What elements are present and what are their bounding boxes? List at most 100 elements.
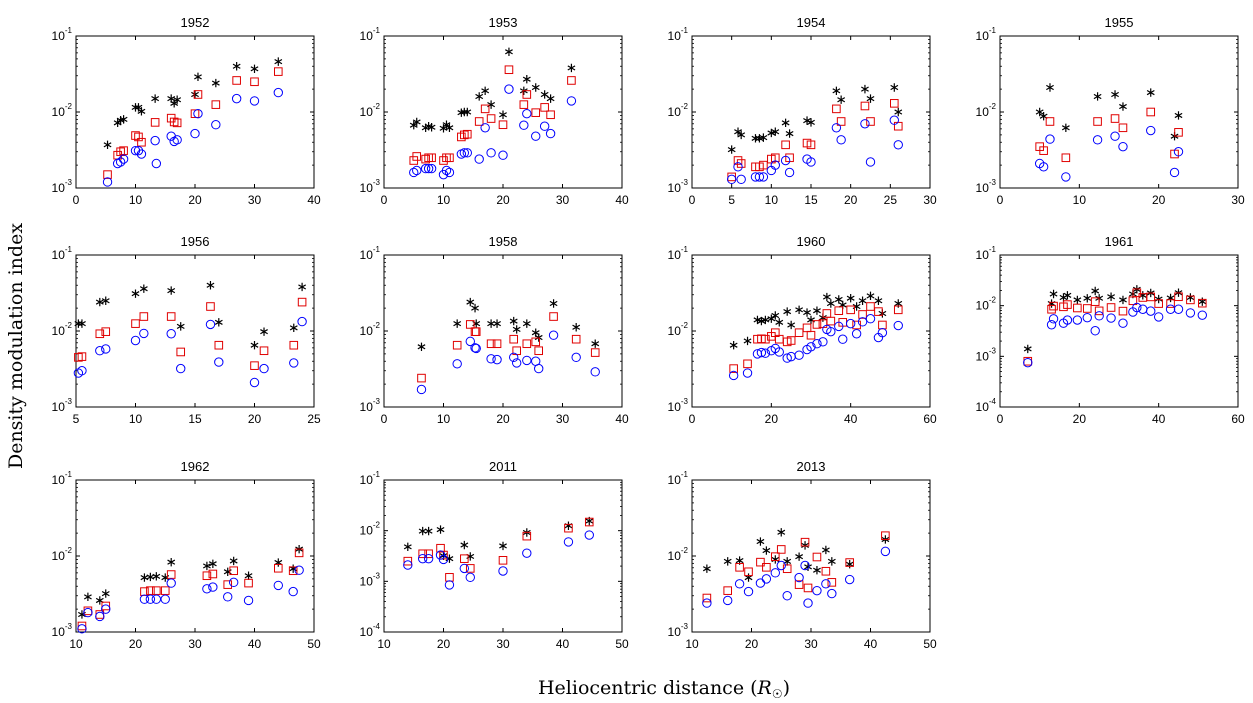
point-square [442, 153, 451, 163]
x-axis-label-subscript: ☉ [772, 687, 783, 701]
point-circle [736, 174, 746, 185]
x-tick-label: 40 [307, 193, 321, 207]
point-square [294, 548, 304, 558]
point-asterisk [232, 62, 241, 71]
point-asterisk [861, 84, 869, 94]
x-tick-label: 20 [496, 193, 510, 207]
point-square [1047, 304, 1056, 314]
point-square [1093, 117, 1102, 126]
point-asterisk [1107, 292, 1116, 301]
point-square [480, 104, 490, 114]
point-circle [865, 314, 876, 324]
point-square [1090, 297, 1100, 306]
point-square [1049, 301, 1058, 311]
point-asterisk [194, 72, 202, 82]
point-square [417, 373, 426, 383]
x-tick-label: 50 [615, 637, 629, 651]
point-square [492, 339, 502, 349]
point-asterisk [427, 123, 436, 132]
point-circle [273, 87, 283, 98]
point-square [812, 552, 822, 562]
panel-title: 2011 [489, 459, 517, 474]
point-asterisk [475, 92, 484, 101]
panel-title: 1961 [1105, 234, 1134, 249]
point-asterisk [813, 306, 821, 315]
y-tick-label: 10-1 [668, 470, 689, 487]
point-circle [1138, 304, 1148, 314]
panel-title: 1955 [1105, 15, 1134, 30]
point-square [457, 132, 466, 142]
point-circle [519, 120, 529, 130]
point-circle [294, 565, 304, 575]
point-circle [836, 135, 846, 145]
point-circle [754, 172, 765, 182]
point-square [465, 320, 475, 329]
x-tick-label: 15 [804, 193, 818, 207]
point-circle [893, 140, 903, 150]
y-tick-label: 10-3 [52, 622, 73, 639]
point-circle [416, 384, 427, 395]
point-circle [1090, 326, 1100, 336]
x-tick-label: 0 [73, 193, 80, 207]
point-circle [139, 328, 149, 339]
point-square [531, 108, 541, 117]
point-square [893, 121, 903, 131]
point-circle [145, 594, 156, 604]
point-circle [211, 120, 221, 130]
point-circle [818, 337, 828, 347]
point-circle [441, 165, 452, 176]
point-asterisk [546, 94, 555, 103]
point-circle [806, 157, 816, 167]
point-asterisk [211, 78, 220, 88]
point-square [1039, 146, 1048, 155]
point-asterisk [813, 566, 821, 575]
point-asterisk [751, 134, 760, 143]
y-tick-label: 10-3 [668, 397, 689, 414]
point-asterisk [807, 118, 815, 127]
point-asterisk [834, 295, 843, 304]
point-square [806, 330, 816, 340]
point-asterisk [244, 571, 253, 580]
point-circle [838, 334, 848, 344]
point-circle [412, 165, 422, 176]
point-circle [889, 115, 899, 125]
point-asterisk [74, 319, 83, 328]
point-circle [444, 580, 455, 590]
point-asterisk [499, 541, 507, 551]
point-circle [77, 624, 87, 634]
point-asterisk [436, 525, 445, 534]
point-asterisk [734, 127, 742, 136]
y-tick-label: 10-1 [668, 26, 689, 43]
point-square [727, 172, 736, 182]
point-asterisk [803, 308, 811, 317]
point-asterisk [167, 557, 176, 567]
x-tick-label: 20 [496, 412, 510, 426]
point-square [756, 557, 765, 567]
point-square [208, 569, 218, 579]
point-circle [176, 363, 186, 374]
point-square [160, 586, 170, 595]
point-square [95, 329, 105, 339]
point-circle [166, 578, 176, 588]
panel-1954: 1954 0 5 10 15 20 25 30 10-3 10-2 10-1 [668, 15, 937, 207]
point-circle [774, 347, 784, 357]
point-square [421, 154, 430, 164]
x-tick-label: 10 [129, 193, 143, 207]
point-circle [423, 163, 434, 174]
point-asterisk [445, 123, 454, 132]
point-square [736, 159, 746, 168]
point-circle [831, 123, 842, 133]
point-square [812, 320, 822, 329]
point-square [893, 305, 903, 315]
point-square [771, 552, 780, 561]
point-circle [782, 591, 792, 601]
point-asterisk [781, 118, 790, 128]
panel-title: 1952 [181, 15, 210, 30]
point-circle [95, 346, 105, 356]
axes-frame [75, 254, 315, 408]
point-asterisk [131, 289, 140, 298]
point-circle [438, 554, 449, 565]
y-tick-label: 10-2 [668, 321, 689, 338]
point-circle [417, 553, 428, 564]
point-circle [880, 546, 891, 557]
